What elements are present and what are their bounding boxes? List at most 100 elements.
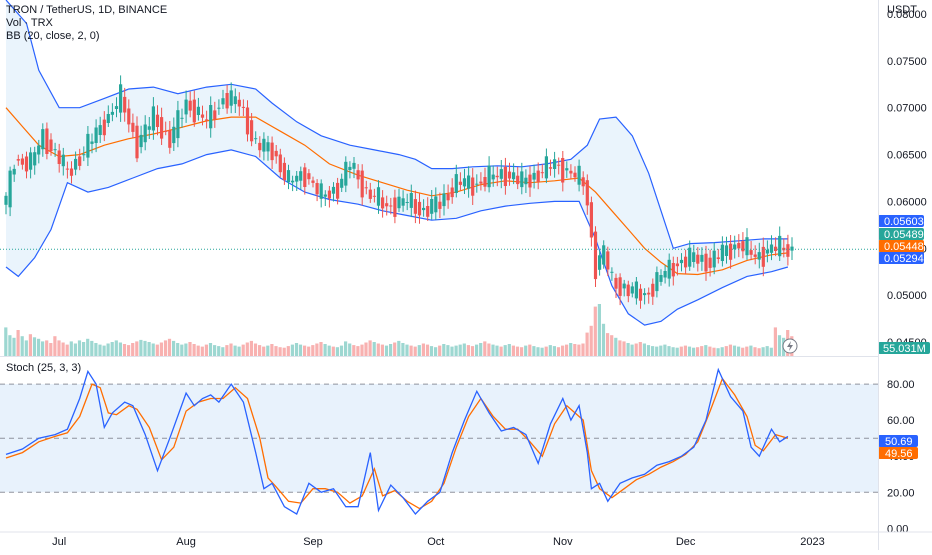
candle-body <box>323 194 327 197</box>
volume-bar <box>192 344 196 356</box>
candle-body <box>397 196 401 209</box>
candle-body <box>274 150 278 157</box>
volume-bar <box>298 344 303 356</box>
volume-bar <box>262 346 266 356</box>
candle-body <box>610 271 614 273</box>
candle-body <box>471 177 475 196</box>
candle-body <box>483 177 487 187</box>
volume-bar <box>274 346 278 356</box>
pane-separator[interactable] <box>0 356 878 357</box>
time-tick-label: Dec <box>676 536 696 548</box>
candle-body <box>507 171 512 179</box>
price-tag-label: 0.05603 <box>884 216 924 228</box>
candle-body <box>696 254 700 264</box>
volume-legend[interactable]: Vol · TRX <box>6 17 53 29</box>
volume-bar <box>479 343 483 356</box>
volume-bar <box>687 346 692 356</box>
volume-bar <box>679 346 683 356</box>
volume-bar <box>622 341 626 356</box>
stoch-legend[interactable]: Stoch (25, 3, 3) <box>6 362 82 374</box>
volume-bar <box>417 345 421 356</box>
symbol-legend[interactable]: TRON / TetherUS, 1D, BINANCE <box>6 4 168 16</box>
candle-body <box>729 243 733 260</box>
candle-body <box>548 167 553 169</box>
volume-bar <box>389 344 393 356</box>
candles <box>4 75 794 309</box>
volume-bar <box>102 345 106 356</box>
candle-body <box>778 235 782 257</box>
volume-bar <box>37 338 41 356</box>
candle-body <box>450 187 454 198</box>
price-tag-label: 0.05294 <box>884 253 924 265</box>
candle-body <box>598 255 602 270</box>
volume-bar <box>188 342 192 356</box>
volume-bar <box>245 342 249 356</box>
candle-body <box>376 187 381 206</box>
candle-body <box>29 152 33 170</box>
volume-bar <box>495 345 499 356</box>
volume-bar <box>225 345 229 356</box>
volume-bar <box>331 346 335 356</box>
candle-body <box>33 152 37 166</box>
candle-body <box>311 180 315 183</box>
volume-bar <box>409 345 413 356</box>
volume-bar <box>696 347 700 356</box>
candle-body <box>430 199 434 214</box>
candle-body <box>622 283 626 289</box>
volume-bar <box>749 345 753 356</box>
volume-bar <box>352 345 356 356</box>
volume-bar <box>270 344 274 356</box>
volume-bar <box>41 341 45 356</box>
volume-bar <box>233 345 237 356</box>
volume-bar <box>380 344 384 356</box>
volume-bar <box>176 343 180 356</box>
volume-bar <box>528 344 532 356</box>
volume-bar <box>589 325 593 356</box>
time-tick-label: 2023 <box>800 536 824 548</box>
stoch-tick-label: 0.00 <box>887 523 908 535</box>
candle-body <box>155 114 160 127</box>
volume-bar <box>532 346 536 356</box>
volume-bar <box>32 337 37 356</box>
candle-body <box>712 250 716 268</box>
volume-bar <box>569 343 573 356</box>
candle-body <box>262 138 266 152</box>
candle-body <box>393 197 397 217</box>
candle-body <box>585 180 589 206</box>
candle-body <box>512 172 516 180</box>
candle-body <box>704 253 708 272</box>
price-tick-label: 0.06000 <box>887 196 927 208</box>
volume-bar <box>221 347 225 356</box>
candle-body <box>688 247 692 267</box>
volume-bar <box>724 346 728 356</box>
volume-bar <box>446 345 450 356</box>
volume-bar <box>753 347 757 356</box>
time-axis: Jul Aug Sep Oct Nov Dec 2023 <box>52 536 825 548</box>
candle-body <box>176 110 180 139</box>
candle-body <box>557 164 561 166</box>
volume-bar <box>454 345 458 356</box>
volume-bar <box>127 345 131 356</box>
candle-body <box>409 193 413 208</box>
volume-bar <box>401 343 405 356</box>
candle-body <box>53 149 57 151</box>
candle-body <box>348 166 352 170</box>
volume-bar <box>249 340 253 356</box>
volume-bar <box>429 346 434 356</box>
volume-bar <box>777 335 782 356</box>
candle-body <box>581 177 585 187</box>
candle-body <box>724 245 729 256</box>
candle-body <box>45 128 49 154</box>
candle-body <box>286 170 291 183</box>
volume-bar <box>360 344 364 356</box>
volume-bar <box>65 344 69 356</box>
volume-bar <box>544 346 548 356</box>
candle-body <box>516 175 520 185</box>
volume-bar <box>57 340 61 356</box>
volume-bar <box>241 344 245 356</box>
volume-bar <box>561 345 565 356</box>
bb-legend[interactable]: BB (20, close, 2, 0) <box>6 30 100 42</box>
candle-body <box>422 207 426 211</box>
candle-body <box>356 170 360 180</box>
